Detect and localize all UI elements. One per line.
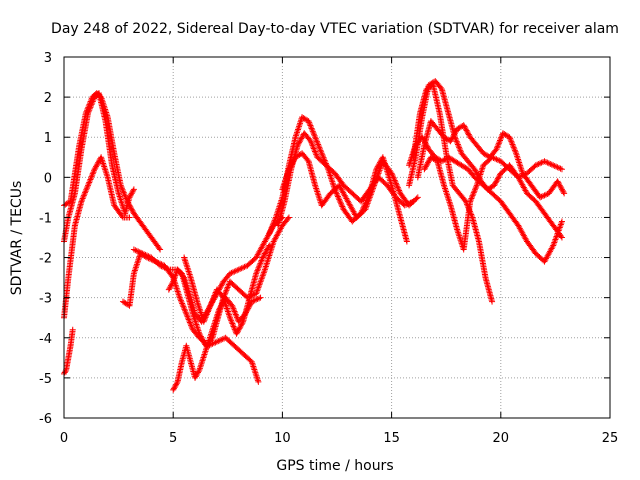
x-axis-label: GPS time / hours [276, 458, 393, 474]
y-axis-label: SDTVAR / TECUs [9, 181, 25, 296]
x-tick-label: 25 [602, 431, 619, 446]
series-markers [279, 150, 421, 221]
series-markers [181, 242, 273, 337]
y-tick-label: 0 [44, 171, 52, 186]
x-tick-label: 5 [169, 431, 177, 446]
grid [64, 57, 610, 418]
y-tick-label: -6 [39, 412, 52, 427]
series-arc-12 [279, 150, 421, 221]
y-tick-label: 3 [44, 51, 52, 66]
y-tick-label: -1 [39, 211, 52, 226]
plot-border [63, 56, 611, 419]
x-tick-label: 0 [60, 431, 68, 446]
x-tick-label: 15 [383, 431, 400, 446]
x-tick-label: 20 [493, 431, 510, 446]
y-tick-label: 1 [44, 131, 52, 146]
series-arc-17 [421, 154, 565, 253]
axis-ticks: 0 5 10 15 20 25 -6 -5 -4 -3 -2 -1 0 1 2 3 [39, 51, 618, 446]
y-tick-label: -3 [39, 292, 52, 307]
y-tick-label: 2 [44, 91, 52, 106]
y-tick-label: -2 [39, 252, 52, 267]
chart-title: Day 248 of 2022, Sidereal Day-to-day VTE… [51, 21, 619, 37]
y-tick-label: -5 [39, 372, 52, 387]
y-tick-label: -4 [39, 332, 52, 347]
series-markers [421, 154, 565, 253]
series-arc-9 [181, 242, 273, 337]
x-tick-label: 10 [274, 431, 291, 446]
